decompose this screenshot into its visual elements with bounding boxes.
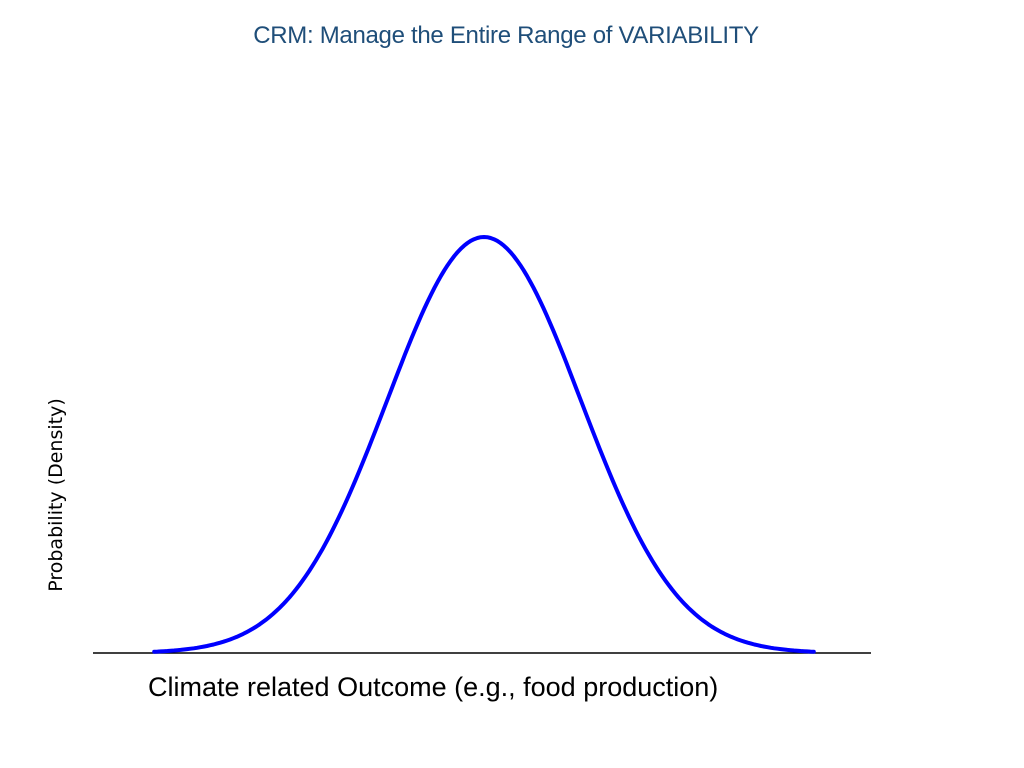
- y-axis-label: Probability (Density): [45, 398, 67, 592]
- x-axis-label: Climate related Outcome (e.g., food prod…: [148, 672, 719, 702]
- chart-title: CRM: Manage the Entire Range of VARIABIL…: [253, 22, 759, 49]
- distribution-curve: [152, 235, 816, 654]
